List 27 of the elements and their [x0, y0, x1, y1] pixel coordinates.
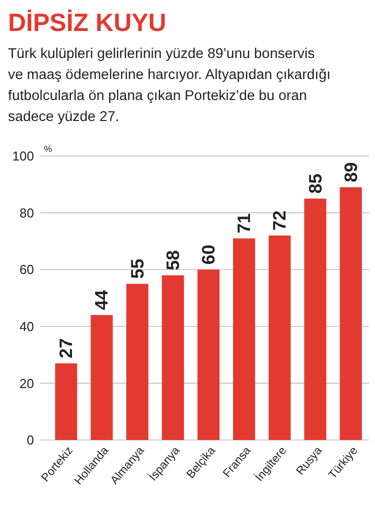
data-label: 44	[92, 290, 112, 310]
data-label: 71	[234, 213, 254, 234]
bar	[268, 236, 291, 440]
y-tick-label: 20	[20, 376, 34, 391]
bar	[55, 363, 78, 440]
bar	[197, 270, 220, 440]
data-label: 60	[198, 244, 218, 265]
chart-subtitle: Türk kulüpleri gelirlerinin yüzde 89’unu bonservis ve maaş ödemelerine harcıyor. Altyapıdan çıkardığı futbolcularla ön plana çıkan Portekiz’de bu oran sadece yüzde 27.	[8, 46, 331, 125]
y-tick-label: 40	[20, 318, 34, 334]
data-label: 89	[340, 162, 361, 182]
y-tick-label: 0	[26, 432, 34, 448]
y-tick-label: 80	[20, 205, 34, 220]
chart-title: DİPSİZ KUYU	[8, 9, 166, 37]
data-label: 85	[305, 174, 326, 194]
y-tick-label: 60	[20, 262, 34, 278]
bar	[304, 198, 326, 440]
data-label: 55	[127, 258, 148, 279]
bar	[126, 284, 148, 440]
data-label: 27	[56, 338, 76, 358]
y-tick-label: 100	[12, 148, 34, 164]
bar	[90, 315, 113, 440]
bar	[162, 275, 184, 440]
data-label: 58	[162, 250, 183, 270]
y-axis-title: %	[44, 144, 52, 154]
bar	[233, 238, 256, 440]
data-label: 72	[270, 210, 290, 231]
bar	[340, 187, 362, 440]
